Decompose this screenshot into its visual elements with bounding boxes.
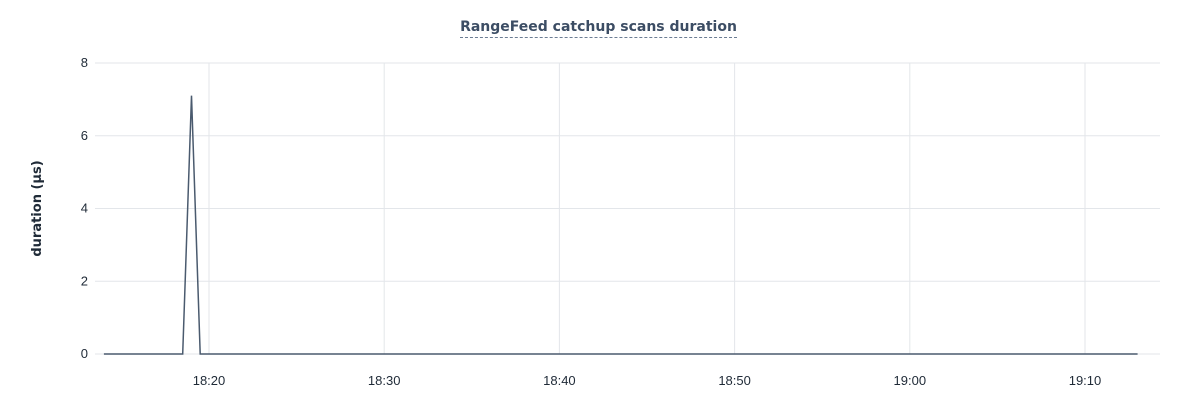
y-tick-label: 2 [81,273,88,288]
y-tick-label: 6 [81,128,88,143]
x-tick-label: 18:30 [368,373,401,388]
y-tick-label: 4 [81,201,88,216]
series-line[interactable] [103,95,1138,355]
x-tick-label: 18:20 [193,373,226,388]
y-axis-title: duration (µs) [30,160,45,256]
x-tick-label: 19:00 [894,373,927,388]
y-tick-label: 0 [81,346,88,361]
chart-title-wrap: RangeFeed catchup scans duration [0,18,1197,38]
x-tick-label: 18:40 [543,373,576,388]
x-tick-label: 19:10 [1069,373,1102,388]
chart-title[interactable]: RangeFeed catchup scans duration [460,18,737,38]
x-tick-label: 18:50 [718,373,751,388]
y-tick-label: 8 [81,55,88,70]
